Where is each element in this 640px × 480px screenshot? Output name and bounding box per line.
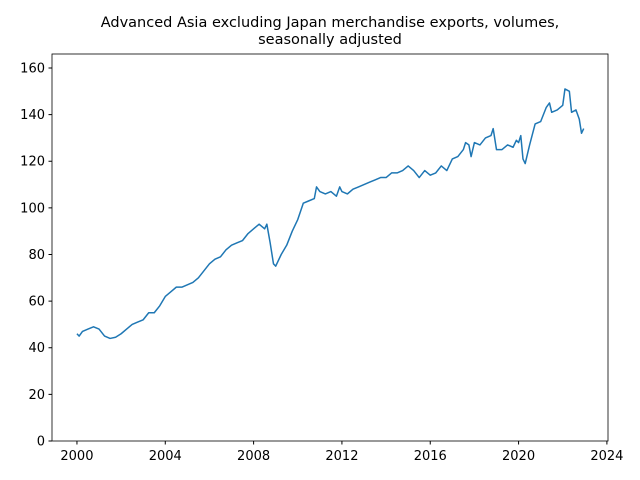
- x-tick-label: 2016: [414, 449, 447, 464]
- y-tick-label: 80: [28, 248, 45, 263]
- x-tick-label: 2000: [60, 449, 93, 464]
- plot-frame: [51, 53, 609, 442]
- y-tick-label: 100: [20, 201, 45, 216]
- y-tick-label: 60: [28, 295, 45, 310]
- x-tick-label: 2020: [502, 449, 535, 464]
- y-tick-label: 40: [28, 341, 45, 356]
- x-tick-label: 2012: [325, 449, 358, 464]
- x-tick-label: 2024: [590, 449, 623, 464]
- chart-title: seasonally adjusted: [258, 32, 402, 48]
- x-tick-label: 2004: [149, 449, 182, 464]
- data-line: [76, 88, 585, 340]
- x-tick-label: 2008: [237, 449, 270, 464]
- y-tick-label: 120: [20, 155, 45, 170]
- chart-title: Advanced Asia excluding Japan merchandis…: [101, 15, 560, 31]
- y-tick-label: 0: [37, 435, 45, 450]
- y-tick-label: 160: [20, 61, 45, 76]
- y-tick-label: 20: [28, 388, 45, 403]
- y-tick-label: 140: [20, 108, 45, 123]
